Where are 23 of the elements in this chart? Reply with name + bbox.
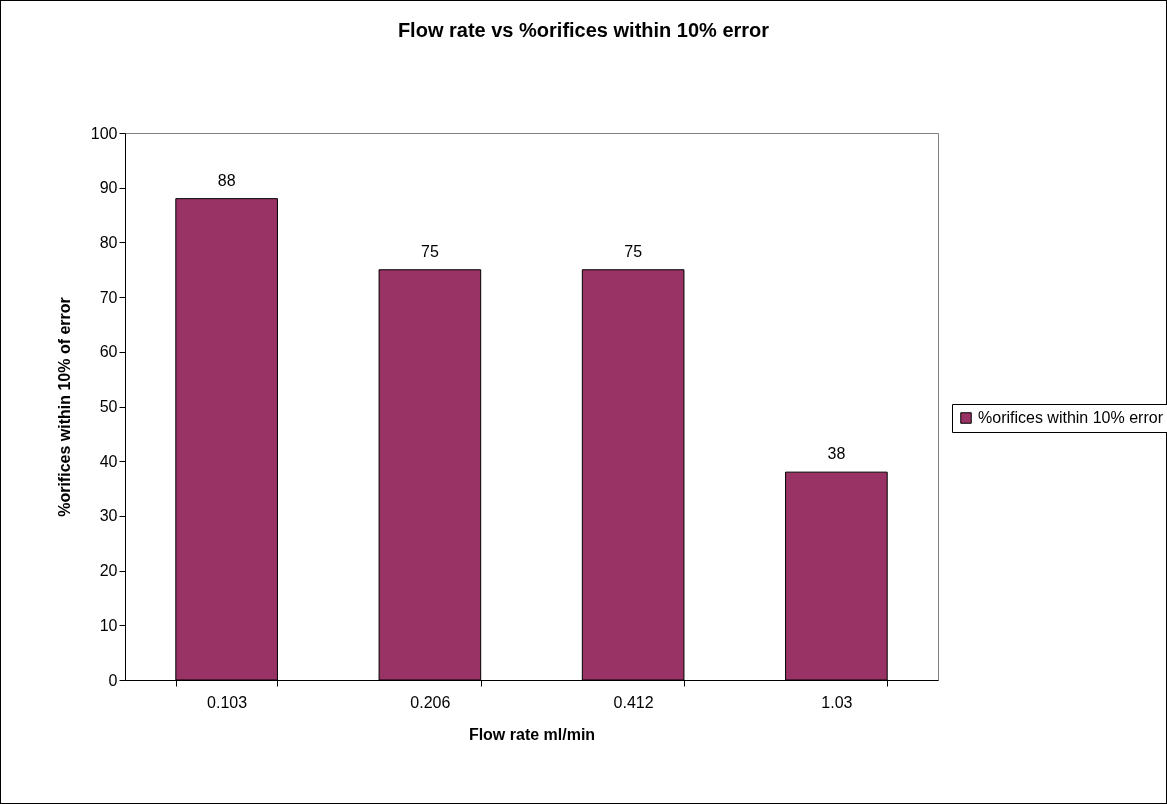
legend-label: %orifices within 10% error (978, 409, 1164, 426)
data-label: 38 (827, 445, 846, 463)
y-tick-label: 90 (99, 179, 118, 197)
y-tick-label: 30 (99, 507, 118, 525)
x-tick-label: 1.03 (821, 693, 853, 711)
data-label: 75 (624, 242, 643, 260)
y-tick-label: 0 (108, 671, 118, 689)
x-tick-label: 0.412 (613, 693, 654, 711)
y-axis-title: %orifices within 10% of error (55, 297, 73, 517)
y-tick-label: 10 (99, 616, 118, 634)
y-tick-label: 50 (99, 398, 118, 415)
x-tick-label: 0.103 (207, 693, 248, 711)
y-tick-label: 40 (99, 452, 118, 470)
y-tick-label: 20 (99, 562, 118, 580)
y-tick-label: 60 (99, 343, 118, 361)
data-label: 88 (217, 171, 236, 189)
y-tick-label: 70 (99, 288, 118, 306)
x-tick-label: 0.206 (410, 693, 451, 711)
y-tick-label: 100 (90, 124, 118, 142)
chart-title: Flow rate vs %orifices within 10% error (397, 19, 770, 41)
x-axis-title: Flow rate ml/min (468, 725, 596, 743)
data-label: 75 (420, 242, 439, 260)
y-tick-label: 80 (99, 233, 118, 251)
